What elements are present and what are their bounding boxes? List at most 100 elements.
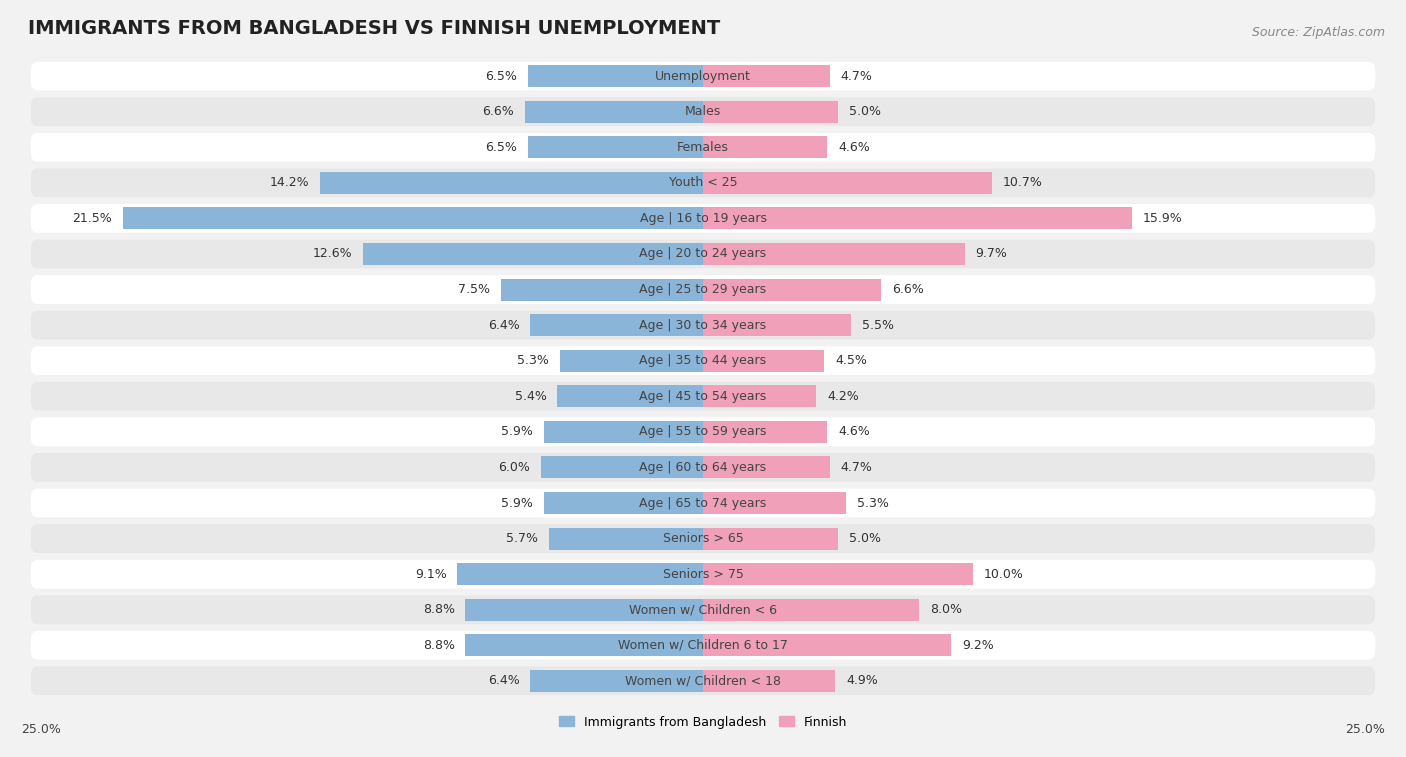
Text: 21.5%: 21.5% <box>72 212 112 225</box>
Bar <box>550 528 703 550</box>
FancyBboxPatch shape <box>31 524 1375 553</box>
Text: 6.5%: 6.5% <box>485 70 517 83</box>
FancyBboxPatch shape <box>31 666 1375 695</box>
Bar <box>703 350 824 372</box>
Text: IMMIGRANTS FROM BANGLADESH VS FINNISH UNEMPLOYMENT: IMMIGRANTS FROM BANGLADESH VS FINNISH UN… <box>28 18 720 38</box>
Text: Seniors > 75: Seniors > 75 <box>662 568 744 581</box>
Text: Women w/ Children < 18: Women w/ Children < 18 <box>626 674 780 687</box>
Text: Age | 60 to 64 years: Age | 60 to 64 years <box>640 461 766 474</box>
Text: Source: ZipAtlas.com: Source: ZipAtlas.com <box>1251 26 1385 39</box>
Bar <box>703 599 920 621</box>
Text: 12.6%: 12.6% <box>312 248 352 260</box>
Text: Age | 16 to 19 years: Age | 16 to 19 years <box>640 212 766 225</box>
Bar <box>703 243 965 265</box>
Bar <box>703 207 1132 229</box>
FancyBboxPatch shape <box>31 62 1375 91</box>
Text: Age | 30 to 34 years: Age | 30 to 34 years <box>640 319 766 332</box>
Bar <box>527 65 703 87</box>
Bar <box>703 670 835 692</box>
Bar <box>703 314 852 336</box>
Bar <box>560 350 703 372</box>
Text: Age | 20 to 24 years: Age | 20 to 24 years <box>640 248 766 260</box>
Text: 8.8%: 8.8% <box>423 639 454 652</box>
Bar <box>703 528 838 550</box>
Bar <box>703 456 830 478</box>
FancyBboxPatch shape <box>31 488 1375 518</box>
FancyBboxPatch shape <box>31 453 1375 482</box>
Text: 6.0%: 6.0% <box>498 461 530 474</box>
Text: 6.6%: 6.6% <box>891 283 924 296</box>
Text: 5.9%: 5.9% <box>501 497 533 509</box>
Text: 6.5%: 6.5% <box>485 141 517 154</box>
Text: 8.0%: 8.0% <box>929 603 962 616</box>
Text: 4.5%: 4.5% <box>835 354 868 367</box>
Bar <box>544 421 703 443</box>
Legend: Immigrants from Bangladesh, Finnish: Immigrants from Bangladesh, Finnish <box>554 711 852 734</box>
Text: 4.6%: 4.6% <box>838 425 870 438</box>
Bar <box>703 385 817 407</box>
Bar <box>457 563 703 585</box>
Text: 25.0%: 25.0% <box>21 723 60 736</box>
Text: 4.2%: 4.2% <box>827 390 859 403</box>
FancyBboxPatch shape <box>31 631 1375 659</box>
Text: Males: Males <box>685 105 721 118</box>
FancyBboxPatch shape <box>31 346 1375 375</box>
Text: 6.4%: 6.4% <box>488 319 519 332</box>
FancyBboxPatch shape <box>31 204 1375 233</box>
Bar <box>363 243 703 265</box>
Text: 4.7%: 4.7% <box>841 70 873 83</box>
Text: Age | 45 to 54 years: Age | 45 to 54 years <box>640 390 766 403</box>
Bar <box>703 421 827 443</box>
FancyBboxPatch shape <box>31 275 1375 304</box>
Bar <box>703 279 882 301</box>
FancyBboxPatch shape <box>31 382 1375 411</box>
Text: 5.0%: 5.0% <box>849 105 880 118</box>
Text: 5.7%: 5.7% <box>506 532 538 545</box>
Text: 10.7%: 10.7% <box>1002 176 1042 189</box>
FancyBboxPatch shape <box>31 559 1375 589</box>
Text: 7.5%: 7.5% <box>458 283 489 296</box>
FancyBboxPatch shape <box>31 417 1375 447</box>
Text: 6.4%: 6.4% <box>488 674 519 687</box>
Text: Unemployment: Unemployment <box>655 70 751 83</box>
Text: 4.9%: 4.9% <box>846 674 877 687</box>
Text: 8.8%: 8.8% <box>423 603 454 616</box>
Text: 5.0%: 5.0% <box>849 532 880 545</box>
Bar <box>501 279 703 301</box>
FancyBboxPatch shape <box>31 98 1375 126</box>
Text: Age | 35 to 44 years: Age | 35 to 44 years <box>640 354 766 367</box>
Bar <box>703 136 827 158</box>
Text: Age | 55 to 59 years: Age | 55 to 59 years <box>640 425 766 438</box>
Text: 4.7%: 4.7% <box>841 461 873 474</box>
Bar <box>544 492 703 514</box>
Text: Females: Females <box>678 141 728 154</box>
Text: Age | 25 to 29 years: Age | 25 to 29 years <box>640 283 766 296</box>
Text: 25.0%: 25.0% <box>1346 723 1385 736</box>
Bar <box>703 634 952 656</box>
Bar <box>122 207 703 229</box>
Bar <box>319 172 703 194</box>
Text: 5.3%: 5.3% <box>856 497 889 509</box>
Text: 4.6%: 4.6% <box>838 141 870 154</box>
Bar <box>527 136 703 158</box>
Text: Women w/ Children 6 to 17: Women w/ Children 6 to 17 <box>619 639 787 652</box>
FancyBboxPatch shape <box>31 133 1375 162</box>
FancyBboxPatch shape <box>31 310 1375 340</box>
Bar <box>465 599 703 621</box>
Text: Youth < 25: Youth < 25 <box>669 176 737 189</box>
Text: 5.3%: 5.3% <box>517 354 550 367</box>
Text: 9.2%: 9.2% <box>962 639 994 652</box>
Bar <box>530 670 703 692</box>
Text: 14.2%: 14.2% <box>269 176 309 189</box>
Bar <box>703 172 991 194</box>
Text: 5.4%: 5.4% <box>515 390 547 403</box>
Bar <box>703 65 830 87</box>
Text: 9.1%: 9.1% <box>415 568 447 581</box>
Bar <box>530 314 703 336</box>
Bar <box>703 101 838 123</box>
Bar <box>703 563 973 585</box>
Text: 6.6%: 6.6% <box>482 105 515 118</box>
FancyBboxPatch shape <box>31 239 1375 269</box>
FancyBboxPatch shape <box>31 168 1375 198</box>
Text: Women w/ Children < 6: Women w/ Children < 6 <box>628 603 778 616</box>
